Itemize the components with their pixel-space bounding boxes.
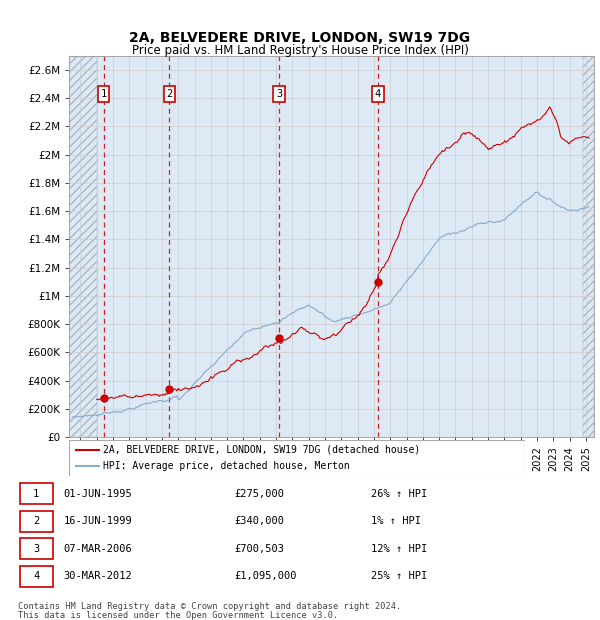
FancyBboxPatch shape — [20, 538, 53, 559]
Text: £700,503: £700,503 — [235, 544, 284, 554]
Text: 07-MAR-2006: 07-MAR-2006 — [64, 544, 133, 554]
FancyBboxPatch shape — [20, 483, 53, 504]
Text: 26% ↑ HPI: 26% ↑ HPI — [371, 489, 428, 498]
Text: This data is licensed under the Open Government Licence v3.0.: This data is licensed under the Open Gov… — [18, 611, 338, 619]
Text: 01-JUN-1995: 01-JUN-1995 — [64, 489, 133, 498]
FancyBboxPatch shape — [20, 566, 53, 587]
Text: 1% ↑ HPI: 1% ↑ HPI — [371, 516, 421, 526]
Bar — [69, 56, 97, 437]
Text: Contains HM Land Registry data © Crown copyright and database right 2024.: Contains HM Land Registry data © Crown c… — [18, 602, 401, 611]
Bar — [583, 56, 594, 437]
Text: 2: 2 — [166, 89, 173, 99]
Text: 3: 3 — [276, 89, 282, 99]
Text: 1: 1 — [100, 89, 107, 99]
Text: 4: 4 — [375, 89, 381, 99]
Text: Price paid vs. HM Land Registry's House Price Index (HPI): Price paid vs. HM Land Registry's House … — [131, 45, 469, 57]
Text: £340,000: £340,000 — [235, 516, 284, 526]
Text: 1: 1 — [33, 489, 40, 498]
Text: 2A, BELVEDERE DRIVE, LONDON, SW19 7DG: 2A, BELVEDERE DRIVE, LONDON, SW19 7DG — [130, 32, 470, 45]
Text: 3: 3 — [33, 544, 40, 554]
Text: 16-JUN-1999: 16-JUN-1999 — [64, 516, 133, 526]
Text: 2A, BELVEDERE DRIVE, LONDON, SW19 7DG (detached house): 2A, BELVEDERE DRIVE, LONDON, SW19 7DG (d… — [103, 445, 421, 455]
Text: 25% ↑ HPI: 25% ↑ HPI — [371, 572, 428, 582]
Text: HPI: Average price, detached house, Merton: HPI: Average price, detached house, Mert… — [103, 461, 350, 471]
Text: 4: 4 — [33, 572, 40, 582]
FancyBboxPatch shape — [69, 440, 525, 476]
Text: 2: 2 — [33, 516, 40, 526]
Text: 12% ↑ HPI: 12% ↑ HPI — [371, 544, 428, 554]
Text: £1,095,000: £1,095,000 — [235, 572, 297, 582]
FancyBboxPatch shape — [20, 511, 53, 532]
Text: £275,000: £275,000 — [235, 489, 284, 498]
Text: 30-MAR-2012: 30-MAR-2012 — [64, 572, 133, 582]
